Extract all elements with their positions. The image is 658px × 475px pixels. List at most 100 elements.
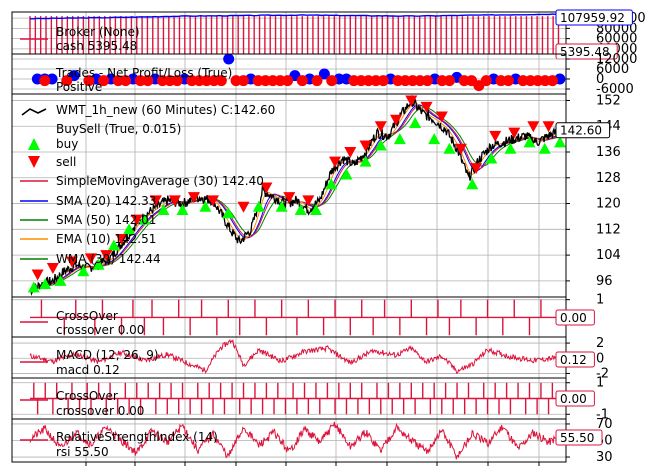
sell-marker	[207, 195, 220, 207]
crossover2-legend-value: crossover 0.00	[56, 404, 144, 418]
macd-ytick-label: 2	[596, 336, 604, 351]
price-legend-label: WMT_1h_new (60 Minutes) C:142.60	[56, 103, 275, 117]
crossover2-badge: 0.00	[560, 392, 587, 406]
sell-marker	[470, 163, 483, 175]
negative-trade-point	[171, 75, 183, 87]
rsi-legend-value: rsi 55.50	[56, 445, 109, 459]
price-ytick-label: 136	[596, 145, 621, 160]
sell-marker	[187, 192, 200, 204]
rsi-line	[29, 421, 561, 460]
rsi-badge-box	[555, 429, 603, 446]
sell-marker	[237, 201, 250, 213]
crossover2-legend-title: CrossOver	[56, 389, 118, 403]
buy-marker	[294, 204, 307, 215]
price-ytick-label: 112	[596, 222, 621, 237]
rsi-legend-title: RelativeStrengthIndex (14)	[56, 430, 218, 444]
buy-marker	[374, 139, 387, 151]
buy-marker	[199, 200, 212, 212]
negative-trade-point	[61, 75, 73, 87]
broker-value-line	[30, 13, 561, 20]
buy-marker	[92, 258, 105, 270]
broker-legend-title: Broker (None)	[56, 25, 140, 39]
sell-marker	[435, 111, 448, 123]
trades-ytick-label: -6000	[596, 82, 634, 97]
crossover2-badge-box	[555, 390, 595, 407]
price-legend-label: SMA (20) 142.33	[56, 194, 156, 208]
sell-marker	[405, 95, 418, 107]
crossover1-badge: 0.00	[560, 311, 587, 325]
negative-trade-point	[98, 75, 110, 87]
buy-marker	[325, 178, 338, 190]
broker-ytick-label: 60000	[596, 32, 637, 47]
sell-marker	[359, 140, 372, 152]
sell-marker	[374, 121, 387, 133]
buy-marker	[443, 142, 456, 154]
crossover2-ytick-label: -1	[596, 407, 609, 422]
negative-trade-point	[215, 75, 227, 87]
macd-ytick-label: 0	[596, 351, 604, 366]
crossover2-series	[30, 382, 560, 415]
macd-ytick-label: -2	[596, 366, 609, 381]
price-ytick-label: 152	[596, 93, 621, 108]
negative-trade-point	[296, 75, 308, 87]
broker-cash-badge: 5395.48	[560, 45, 610, 59]
price-legend-label: EMA (10) 142.51	[56, 232, 156, 246]
sell-marker	[283, 192, 296, 204]
buy-marker	[54, 274, 67, 286]
broker-value-badge-box	[555, 9, 633, 26]
buy-marker	[252, 200, 265, 212]
crossover1-badge-box	[555, 309, 595, 326]
sell-marker	[149, 195, 162, 207]
buy-marker	[107, 239, 120, 251]
buy-marker	[538, 142, 551, 154]
negative-trade-point	[326, 75, 338, 87]
negative-trade-point	[39, 75, 51, 87]
trades-ytick-label: 12000	[596, 52, 637, 67]
sell-marker	[31, 269, 44, 281]
price-legend-label: SMA (50) 142.01	[56, 213, 156, 227]
buy-marker	[466, 178, 479, 190]
buy-marker	[485, 152, 498, 164]
buy-marker	[393, 133, 406, 145]
broker-value-badge: 107959.92	[560, 11, 625, 25]
broker-legend-cash: cash 5395.48	[56, 39, 137, 53]
crossover1-series	[30, 299, 560, 336]
price-legend-label: sell	[56, 155, 76, 169]
price-ytick-label: 120	[596, 197, 621, 212]
negative-trade-point	[443, 75, 455, 87]
sell-marker	[100, 250, 113, 262]
trades-legend-positive: Positive	[56, 80, 102, 94]
macd-legend-value: macd 0.12	[56, 363, 120, 377]
price-legend-label: SimpleMovingAverage (30) 142.40	[56, 174, 264, 188]
sell-marker	[130, 214, 143, 226]
buy-marker	[309, 204, 322, 215]
negative-trade-point	[377, 75, 389, 87]
buy-marker	[340, 168, 353, 180]
price-legend-line	[21, 108, 47, 116]
negative-trade-point	[311, 75, 323, 87]
rsi-ytick-label: 70	[596, 417, 613, 432]
buy-marker	[554, 136, 566, 148]
negative-trade-point	[142, 75, 154, 87]
buy-marker	[359, 155, 372, 167]
sell-marker	[168, 195, 181, 207]
macd-line	[29, 338, 561, 375]
positive-trade-point	[318, 68, 330, 80]
sell-marker	[85, 253, 98, 265]
close-price-badge-box	[555, 122, 611, 139]
sell-marker	[115, 234, 128, 245]
price-ytick-label: 96	[596, 274, 613, 289]
macd-badge-box	[555, 351, 595, 368]
broker-cash-series	[29, 16, 560, 54]
sell-marker	[344, 147, 357, 158]
negative-trade-point	[120, 75, 132, 87]
trades-ytick-label: 6000	[596, 62, 629, 77]
buy-marker	[428, 133, 441, 145]
price-ytick-label: 128	[596, 171, 621, 186]
price-legend-label: BuySell (True, 0.015)	[56, 122, 181, 136]
crossover2-ytick-label: 1	[596, 376, 604, 391]
negative-trade-point	[83, 75, 95, 87]
buy-marker	[523, 136, 536, 148]
buy-marker	[123, 223, 136, 235]
